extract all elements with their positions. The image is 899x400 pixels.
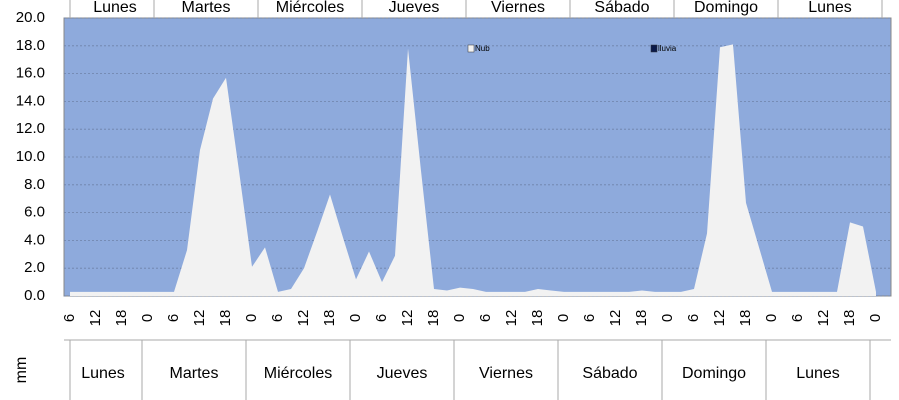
- x-tick-label: 18: [321, 310, 338, 327]
- x-tick-label: 0: [347, 314, 364, 322]
- x-tick-label: 0: [451, 314, 468, 322]
- day-label: Sábado: [582, 365, 637, 382]
- day-label-top: Sábado: [594, 0, 649, 16]
- day-label-top: Jueves: [389, 0, 440, 16]
- x-tick-label: 18: [633, 310, 650, 327]
- day-label-top: Lunes: [93, 0, 137, 16]
- day-label: Lunes: [81, 365, 125, 382]
- x-tick-label: 0: [243, 314, 260, 322]
- x-tick-label: 18: [217, 310, 234, 327]
- x-tick-label: 6: [61, 314, 78, 322]
- x-tick-label: 12: [399, 310, 416, 327]
- x-tick-label: 12: [503, 310, 520, 327]
- x-tick-label: 6: [269, 314, 286, 322]
- y-tick-label: 18.0: [16, 37, 45, 54]
- y-tick-label: 20.0: [16, 9, 45, 26]
- x-tick-label: 18: [529, 310, 546, 327]
- x-tick-label: 18: [737, 310, 754, 327]
- x-tick-label: 12: [295, 310, 312, 327]
- day-label: Jueves: [377, 365, 428, 382]
- x-tick-label: 0: [867, 314, 884, 322]
- x-tick-label: 6: [581, 314, 598, 322]
- x-tick-label: 12: [815, 310, 832, 327]
- x-tick-label: 0: [659, 314, 676, 322]
- y-tick-label: 12.0: [16, 120, 45, 137]
- x-tick-label: 12: [607, 310, 624, 327]
- day-label-top: Viernes: [491, 0, 545, 16]
- x-tick-label: 12: [711, 310, 728, 327]
- x-tick-label: 18: [425, 310, 442, 327]
- legend-swatch: [650, 44, 658, 53]
- day-label-top: Miércoles: [276, 0, 344, 16]
- x-tick-label: 6: [685, 314, 702, 322]
- day-label-top: Lunes: [808, 0, 852, 16]
- day-label: Domingo: [682, 365, 746, 382]
- y-tick-label: 16.0: [16, 65, 45, 82]
- day-label-top: Domingo: [694, 0, 758, 16]
- day-label: Viernes: [479, 365, 533, 382]
- y-tick-label: 6.0: [24, 204, 45, 221]
- day-label: Lunes: [796, 365, 840, 382]
- x-tick-label: 18: [113, 310, 130, 327]
- y-tick-label: 14.0: [16, 92, 45, 109]
- day-label-top: Martes: [182, 0, 231, 16]
- y-tick-label: 10.0: [16, 148, 45, 165]
- x-tick-label: 0: [763, 314, 780, 322]
- legend-swatch: [467, 44, 475, 53]
- x-tick-label: 0: [139, 314, 156, 322]
- legend-label: lluvia: [658, 44, 677, 53]
- area-0: [70, 44, 876, 296]
- y-tick-label: 2.0: [24, 259, 45, 276]
- x-tick-label: 6: [789, 314, 806, 322]
- day-label: Martes: [170, 365, 219, 382]
- legend-label: Nub: [475, 44, 490, 53]
- x-tick-label: 12: [191, 310, 208, 327]
- y-tick-label: 8.0: [24, 176, 45, 193]
- y-tick-label: 4.0: [24, 231, 45, 248]
- x-tick-label: 6: [165, 314, 182, 322]
- x-tick-label: 12: [87, 310, 104, 327]
- day-label: Miércoles: [264, 365, 332, 382]
- x-tick-label: 6: [373, 314, 390, 322]
- y-tick-label: 0.0: [24, 287, 45, 304]
- y-axis-label: mm: [13, 357, 30, 384]
- x-tick-label: 18: [841, 310, 858, 327]
- x-tick-label: 0: [555, 314, 572, 322]
- x-tick-label: 6: [477, 314, 494, 322]
